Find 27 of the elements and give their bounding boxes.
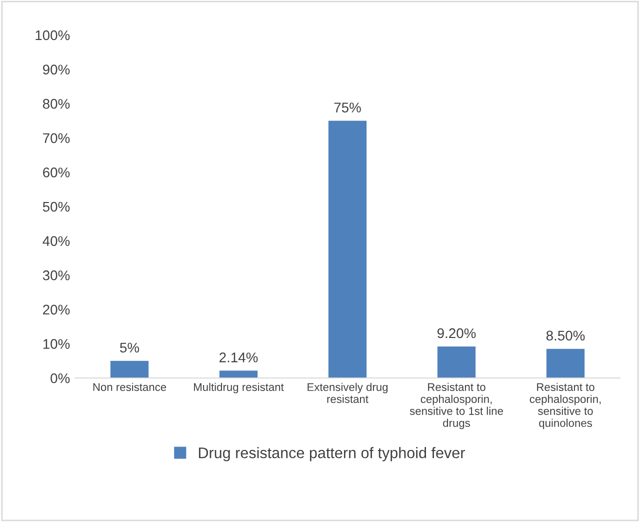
- bar: [546, 348, 585, 378]
- y-tick-label: 0%: [50, 373, 70, 384]
- y-tick-label: 80%: [42, 98, 70, 109]
- data-label: 5%: [120, 342, 140, 353]
- y-tick-label: 20%: [43, 304, 70, 315]
- data-label: 2.14%: [220, 352, 258, 362]
- data-label: 75%: [334, 102, 361, 112]
- y-tick-label: 100%: [36, 30, 70, 40]
- x-tick-label: Multidrug resistant: [194, 382, 284, 394]
- x-tick-label: Resistant to cephalosporin, sensitive to quinolones: [530, 382, 601, 430]
- x-tick-label: Non resistance: [93, 382, 166, 392]
- y-tick-label: 60%: [43, 168, 70, 178]
- bar: [110, 360, 149, 378]
- y-tick-label: 30%: [42, 270, 70, 280]
- bar: [328, 120, 367, 378]
- y-tick-label: 50%: [42, 202, 70, 212]
- bar: [437, 346, 476, 378]
- data-label: 8.50%: [546, 330, 585, 341]
- y-tick-label: 10%: [43, 339, 70, 349]
- x-tick-label: Resistant to cephalosporin, sensitive to 1st line drugs: [410, 382, 503, 430]
- legend-label: Drug resistance pattern of typhoid fever: [198, 447, 465, 462]
- y-tick-label: 70%: [43, 133, 70, 144]
- data-label: 9.20%: [437, 328, 476, 338]
- x-tick-label: Extensively drug resistant: [308, 382, 388, 403]
- y-tick-label: 90%: [42, 64, 70, 74]
- bar: [219, 370, 258, 378]
- y-tick-label: 40%: [42, 236, 70, 246]
